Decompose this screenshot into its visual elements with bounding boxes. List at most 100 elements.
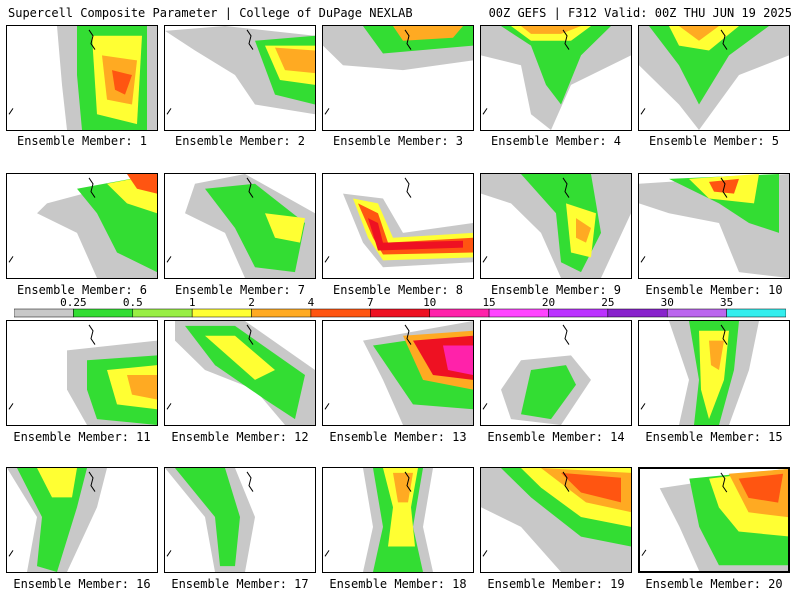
member-9-map-panel[interactable] (480, 173, 632, 279)
scp-shading (640, 321, 759, 425)
coastline (482, 550, 488, 557)
member-3-caption: Ensemble Member: 3 (332, 134, 464, 148)
scp-contour-fill (669, 26, 739, 51)
member-11-map-panel[interactable] (6, 320, 158, 426)
scp-contour-fill (205, 335, 275, 380)
scp-contour-fill (443, 345, 473, 375)
scp-shading (166, 321, 315, 425)
member-18-map-panel[interactable] (322, 467, 474, 573)
scp-contour-fill (521, 365, 576, 420)
color-scale-segment (607, 308, 668, 318)
color-scale-segment (251, 308, 312, 318)
scp-contour-fill (185, 325, 305, 420)
member-16-map-panel[interactable] (6, 467, 158, 573)
coastline (166, 403, 172, 410)
coastline (640, 403, 646, 410)
coastline (8, 550, 14, 557)
scp-shading (8, 26, 157, 130)
member-20-map-panel[interactable] (638, 467, 790, 573)
member-9-caption: Ensemble Member: 9 (490, 283, 622, 297)
scp-contour-fill (709, 340, 724, 371)
member-19-map-panel[interactable] (480, 467, 632, 573)
member-8-map-panel[interactable] (322, 173, 474, 279)
member-2-map-panel[interactable] (164, 25, 316, 131)
color-scale-label: 0.25 (60, 296, 87, 309)
scp-shading (639, 26, 789, 130)
member-6-map-panel[interactable] (6, 173, 158, 279)
member-8-caption: Ensemble Member: 8 (332, 283, 464, 297)
color-scale-segment (191, 308, 252, 318)
coastline (562, 29, 570, 50)
scp-contour-fill (368, 218, 463, 251)
member-12-map-panel[interactable] (164, 320, 316, 426)
scp-shading (323, 26, 473, 115)
scp-shading (324, 321, 473, 425)
coastline (166, 550, 172, 557)
member-19-caption: Ensemble Member: 19 (487, 577, 625, 591)
scp-contour-fill (265, 213, 305, 243)
coastline (324, 403, 330, 410)
member-12-caption: Ensemble Member: 12 (171, 430, 309, 444)
member-4-caption: Ensemble Member: 4 (490, 134, 622, 148)
member-17-caption: Ensemble Member: 17 (171, 577, 309, 591)
member-6-caption: Ensemble Member: 6 (16, 283, 148, 297)
coastline (246, 29, 254, 50)
coastline (562, 324, 570, 345)
scp-shading (8, 174, 157, 278)
scp-contour-fill (112, 70, 132, 95)
member-18-caption: Ensemble Member: 18 (329, 577, 467, 591)
color-scale-label: 30 (660, 296, 674, 309)
color-scale-segment (310, 308, 371, 318)
coastline (562, 471, 570, 492)
color-scale-label: 35 (719, 296, 734, 309)
color-scale-segment (666, 308, 727, 318)
scp-contour-fill (127, 374, 157, 400)
coastline (404, 177, 412, 198)
coastline (166, 108, 172, 115)
scp-shading (166, 174, 315, 278)
color-scale-segment (429, 308, 490, 318)
member-17-map-panel[interactable] (164, 467, 316, 573)
scp-contour-fill (393, 26, 463, 41)
member-7-caption: Ensemble Member: 7 (174, 283, 306, 297)
run-info: 00Z GEFS | F312 Valid: 00Z THU JUN 19 20… (488, 6, 792, 20)
scp-contour-fill (127, 174, 157, 194)
member-16-caption: Ensemble Member: 16 (13, 577, 151, 591)
color-scale-segment (488, 308, 549, 318)
scp-contour-fill (501, 26, 611, 105)
coastline (641, 549, 647, 556)
color-scale-segment (132, 308, 193, 318)
member-5-map-panel[interactable] (638, 25, 790, 131)
scp-contour-fill (649, 26, 769, 105)
scp-contour-fill (37, 468, 77, 498)
scp-contour-fill (521, 26, 581, 34)
color-scale-bar (14, 308, 786, 318)
member-3-map-panel[interactable] (322, 25, 474, 131)
coastline (246, 471, 254, 492)
scp-shading (324, 177, 473, 268)
member-1-caption: Ensemble Member: 1 (16, 134, 148, 148)
member-15-map-panel[interactable] (638, 320, 790, 426)
coastline (246, 324, 254, 345)
scp-contour-fill (576, 218, 591, 243)
coastline (8, 403, 14, 410)
scp-shading (7, 468, 107, 572)
scp-contour-fill (205, 183, 305, 273)
member-1-map-panel[interactable] (6, 25, 158, 131)
coastline (640, 256, 646, 263)
member-14-map-panel[interactable] (480, 320, 632, 426)
scp-shading (481, 174, 631, 278)
coastline (562, 177, 570, 198)
scp-shading (324, 468, 433, 572)
member-20-caption: Ensemble Member: 20 (645, 577, 783, 591)
color-scale-segment (14, 308, 74, 318)
member-7-map-panel[interactable] (164, 173, 316, 279)
member-10-map-panel[interactable] (638, 173, 790, 279)
member-13-map-panel[interactable] (322, 320, 474, 426)
coastline (720, 177, 728, 198)
member-4-map-panel[interactable] (480, 25, 632, 131)
color-scale-label: 4 (307, 296, 315, 309)
color-scale-segment (726, 308, 786, 318)
coastline (88, 471, 96, 492)
color-scale-label: 10 (423, 296, 437, 309)
